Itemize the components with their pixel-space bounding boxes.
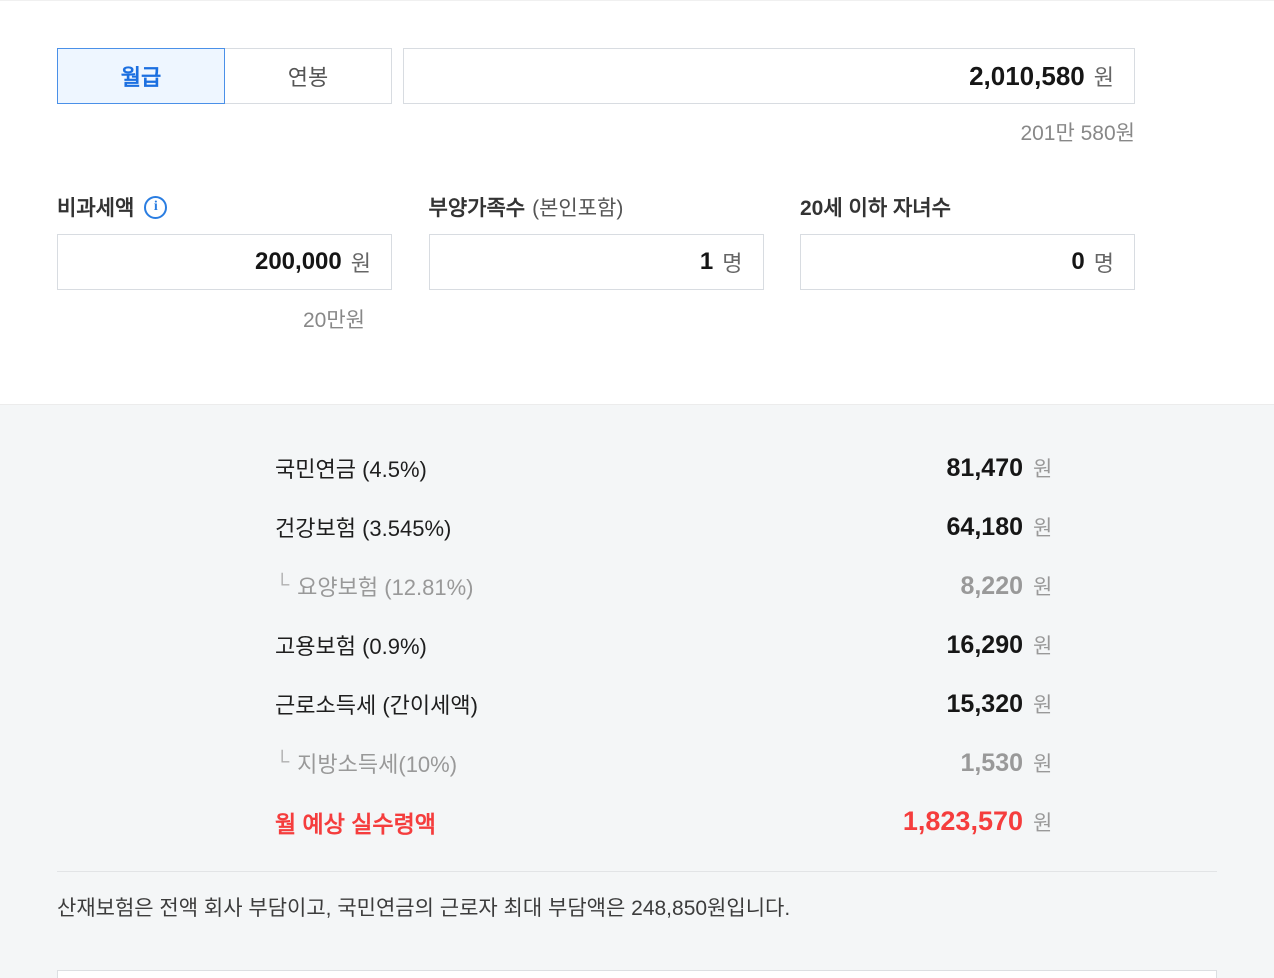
result-label-text: 요양보험 (12.81%) — [297, 574, 474, 600]
children-label: 20세 이하 자녀수 — [800, 192, 1135, 222]
result-row-income-tax: 근로소득세 (간이세액) 15,320 원 — [275, 674, 1057, 733]
result-amount: 1,823,570 — [902, 806, 1023, 836]
result-unit: 원 — [1033, 634, 1053, 658]
field-tax-free: 비과세액 i 원 20만원 — [57, 192, 392, 334]
result-amount: 81,470 — [946, 453, 1023, 482]
footnote-text: 산재보험은 전액 회사 부담이고, 국민연금의 근로자 최대 부담액은 248,… — [57, 897, 791, 920]
field-dependents: 부양가족수 (본인포함) 명 — [428, 192, 764, 334]
dependents-label: 부양가족수 (본인포함) — [429, 192, 764, 222]
result-value: 8,220 원 — [873, 571, 1057, 601]
children-input[interactable] — [821, 248, 1085, 276]
sub-item-corner-icon: └ — [275, 574, 290, 596]
detail-fields: 비과세액 i 원 20만원 부양가족수 (본인포함) 명 — [57, 192, 1135, 334]
result-amount: 1,530 — [960, 748, 1023, 777]
children-unit: 명 — [1093, 251, 1114, 276]
dependents-unit: 명 — [722, 251, 743, 276]
salary-type-tabs: 월급 연봉 — [57, 48, 392, 104]
result-amount: 64,180 — [946, 512, 1023, 541]
result-row-net-salary: 월 예상 실수령액 1,823,570 원 — [275, 792, 1057, 851]
result-value: 15,320 원 — [873, 689, 1057, 719]
result-amount: 16,290 — [946, 630, 1023, 659]
salary-row: 월급 연봉 원 — [57, 48, 1135, 104]
children-label-text: 20세 이하 자녀수 — [800, 197, 951, 220]
result-unit: 원 — [1033, 516, 1053, 540]
result-row-local-income-tax: └ 지방소득세(10%) 1,530 원 — [275, 733, 1057, 792]
dependents-label-text: 부양가족수 — [428, 197, 526, 220]
results-section: 국민연금 (4.5%) 81,470 원 건강보험 (3.545%) 64,18… — [0, 404, 1274, 978]
result-label-text: 지방소득세(10%) — [297, 751, 458, 777]
result-rows: 국민연금 (4.5%) 81,470 원 건강보험 (3.545%) 64,18… — [57, 438, 1217, 851]
result-label: 국민연금 (4.5%) — [275, 456, 427, 482]
tab-annual-salary[interactable]: 연봉 — [224, 48, 392, 104]
info-icon[interactable]: i — [144, 195, 168, 219]
tax-free-label-text: 비과세액 — [57, 197, 135, 220]
result-unit: 원 — [1033, 812, 1053, 835]
result-label: 고용보험 (0.9%) — [275, 633, 427, 659]
tab-monthly-salary[interactable]: 월급 — [57, 48, 225, 104]
tax-free-amount-box: 원 — [57, 234, 392, 290]
result-row-national-pension: 국민연금 (4.5%) 81,470 원 — [275, 438, 1057, 497]
result-unit: 원 — [1033, 575, 1053, 599]
salary-converted-text: 201만 580원 — [1020, 122, 1135, 145]
result-value: 16,290 원 — [873, 630, 1057, 660]
salary-amount-input[interactable] — [424, 60, 1085, 92]
result-label: 월 예상 실수령액 — [275, 810, 436, 837]
result-value: 81,470 원 — [873, 453, 1057, 483]
footnote-divider — [57, 871, 1217, 872]
dependents-amount-box: 명 — [428, 234, 764, 290]
field-children: 20세 이하 자녀수 명 — [800, 192, 1135, 334]
result-unit: 원 — [1033, 693, 1053, 717]
result-value: 64,180 원 — [873, 512, 1057, 542]
tax-free-converted-text: 20만원 — [303, 309, 365, 332]
tax-free-input[interactable] — [78, 248, 342, 276]
sub-item-corner-icon: └ — [275, 751, 290, 773]
result-row-employment-insurance: 고용보험 (0.9%) 16,290 원 — [275, 615, 1057, 674]
next-card-top-edge — [57, 970, 1217, 978]
result-amount: 8,220 — [960, 571, 1023, 600]
result-label: 건강보험 (3.545%) — [275, 515, 452, 541]
result-row-longterm-care: └ 요양보험 (12.81%) 8,220 원 — [275, 556, 1057, 615]
result-amount: 15,320 — [946, 689, 1023, 718]
salary-amount-unit: 원 — [1093, 65, 1114, 90]
result-value: 1,823,570 원 — [873, 806, 1057, 837]
result-value: 1,530 원 — [873, 748, 1057, 778]
dependents-input[interactable] — [449, 248, 714, 276]
dependents-label-sub: (본인포함) — [532, 197, 624, 220]
result-label: └ 지방소득세(10%) — [275, 747, 457, 779]
result-label: └ 요양보험 (12.81%) — [275, 570, 474, 602]
children-amount-box: 명 — [800, 234, 1135, 290]
result-row-health-insurance: 건강보험 (3.545%) 64,180 원 — [275, 497, 1057, 556]
result-unit: 원 — [1033, 457, 1053, 481]
salary-amount-box: 원 — [403, 48, 1135, 104]
result-unit: 원 — [1033, 752, 1053, 776]
result-label: 근로소득세 (간이세액) — [275, 692, 478, 718]
tax-free-label: 비과세액 i — [57, 192, 392, 222]
input-section: 월급 연봉 원 201만 580원 비과세액 i 원 20만원 — [0, 1, 1274, 404]
tax-free-unit: 원 — [350, 251, 371, 276]
